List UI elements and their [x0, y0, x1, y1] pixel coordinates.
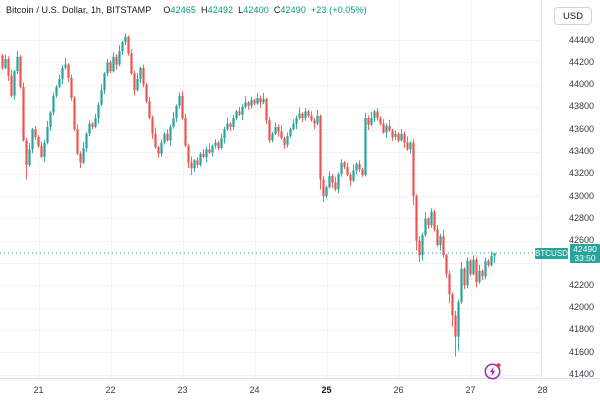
- price-axis-label: 41800: [568, 324, 594, 335]
- low-value: 42400: [243, 5, 269, 15]
- high-label: H: [201, 5, 208, 15]
- high-value: 42492: [207, 5, 234, 15]
- time-axis-label: 21: [33, 385, 44, 395]
- price-axis-label: 43600: [568, 123, 594, 134]
- time-axis-label: 25: [321, 385, 332, 395]
- close-label: C: [273, 5, 281, 15]
- lightning-bolt-icon: [489, 366, 496, 377]
- price-axis-label: 43200: [568, 168, 594, 179]
- time-axis-label: 27: [465, 385, 476, 395]
- open-value: 42465: [170, 5, 197, 15]
- last-price-value: 42490: [573, 243, 597, 254]
- candle-countdown: 33:50: [574, 252, 596, 263]
- time-axis-label: 22: [105, 385, 116, 395]
- price-axis-label: 44400: [568, 34, 594, 45]
- open-label: O: [163, 5, 171, 15]
- time-axis-label: 26: [393, 385, 404, 395]
- price-axis-label: 42200: [568, 279, 594, 290]
- price-axis-label: 42000: [568, 302, 594, 313]
- currency-button[interactable]: USD: [553, 7, 592, 25]
- price-axis-label: 42800: [568, 212, 594, 223]
- time-axis-label: 28: [537, 385, 548, 395]
- candlestick-canvas[interactable]: [0, 0, 541, 378]
- notification-dot: [496, 363, 501, 368]
- price-axis-label: 44000: [568, 79, 594, 90]
- ohlc-readout: O42465 H42492 L42400 C42490 +23 (+0.05%): [158, 5, 366, 15]
- low-label: L: [238, 5, 244, 15]
- price-pane[interactable]: [0, 0, 541, 378]
- grid-lines: [0, 0, 541, 378]
- change-value: +23 (+0.05%): [310, 5, 367, 15]
- price-axis-label: 43400: [568, 146, 594, 156]
- lightning-badge-icon[interactable]: [483, 361, 503, 381]
- last-price-label: 42490 33:50: [570, 243, 600, 263]
- price-axis[interactable]: USD 44400 44200 44000 43800 43600 43400 43200 4…: [541, 0, 600, 379]
- time-axis-label: 24: [249, 385, 260, 395]
- legend-title[interactable]: Bitcoin / U.S. Dollar, 1h, BITSTAMP: [6, 5, 152, 15]
- symbol-legend[interactable]: Bitcoin / U.S. Dollar, 1h, BITSTAMP O4246…: [6, 4, 367, 16]
- time-axis-label: 23: [177, 385, 188, 395]
- badge-circle: [484, 363, 501, 380]
- price-axis-label: 43800: [568, 101, 594, 112]
- time-axis[interactable]: 21 22 23 24 25 26 27 28: [0, 378, 600, 402]
- price-axis-label: 42600: [568, 235, 594, 246]
- candles: [1, 33, 496, 357]
- price-axis-label: 44200: [568, 56, 594, 67]
- close-value: 42490: [280, 5, 306, 15]
- symbol-price-tag: BTCUSD: [535, 247, 568, 259]
- price-axis-label: 43000: [568, 190, 594, 201]
- price-axis-label: 41400: [568, 369, 594, 379]
- price-axis-label: 41600: [568, 346, 594, 357]
